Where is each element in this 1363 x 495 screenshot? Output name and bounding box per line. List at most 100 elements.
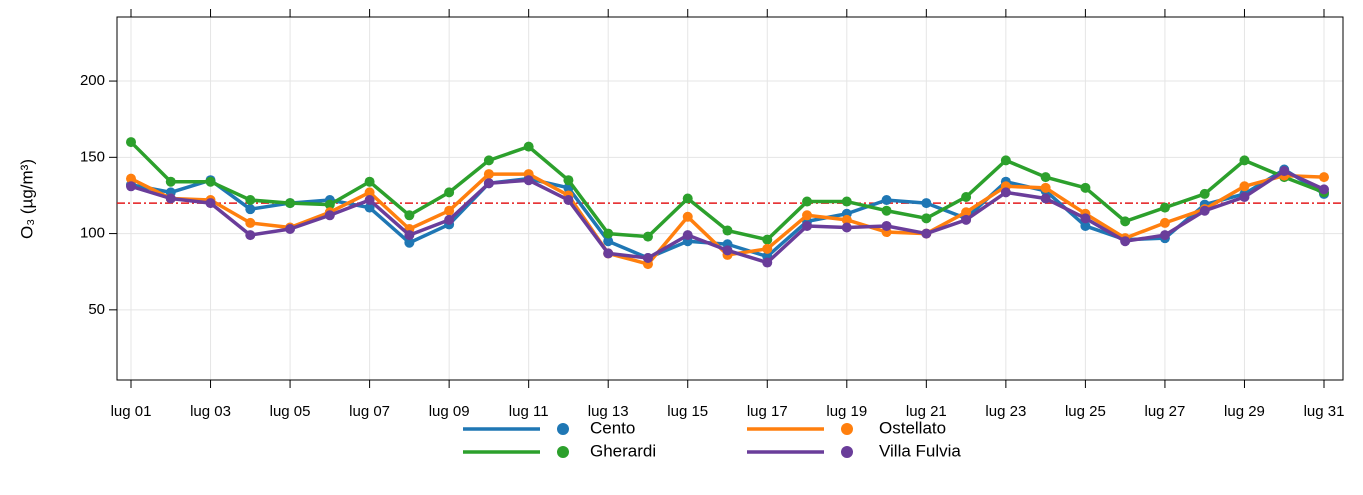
x-tick-label: lug 03 xyxy=(190,403,231,420)
data-point xyxy=(245,230,256,241)
x-tick-label: lug 25 xyxy=(1065,403,1106,420)
data-point xyxy=(762,234,773,245)
data-point xyxy=(682,193,693,204)
legend-marker xyxy=(841,446,853,458)
x-tick-label: lug 09 xyxy=(429,403,470,420)
data-point xyxy=(245,217,256,228)
data-point xyxy=(404,230,415,241)
data-point xyxy=(165,193,176,204)
data-point xyxy=(1199,205,1210,216)
data-point xyxy=(563,175,574,186)
data-point xyxy=(165,176,176,187)
plot-frame xyxy=(116,16,1344,381)
data-point xyxy=(682,230,693,241)
data-point xyxy=(444,214,455,225)
data-point xyxy=(881,195,892,206)
data-point xyxy=(722,225,733,236)
data-point xyxy=(841,214,852,225)
data-point xyxy=(364,187,375,198)
y-tick-label: 50 xyxy=(88,301,105,318)
data-point xyxy=(324,210,335,221)
legend-marker xyxy=(557,423,569,435)
x-tick-label: lug 15 xyxy=(667,403,708,420)
x-tick-label: lug 17 xyxy=(747,403,788,420)
data-point xyxy=(802,220,813,231)
series-line xyxy=(129,140,1325,242)
data-point xyxy=(563,195,574,206)
legend-marker xyxy=(841,423,853,435)
x-tick-label: lug 29 xyxy=(1224,403,1265,420)
data-point xyxy=(404,210,415,221)
data-point xyxy=(961,191,972,202)
data-point xyxy=(205,198,216,209)
legend-marker xyxy=(557,446,569,458)
y-tick-label: 150 xyxy=(80,148,105,165)
data-point xyxy=(921,198,932,209)
data-point xyxy=(364,202,375,213)
data-point xyxy=(841,222,852,233)
data-point xyxy=(881,220,892,231)
data-point xyxy=(1040,172,1051,183)
data-point xyxy=(682,211,693,222)
y-tick-label: 200 xyxy=(80,72,105,89)
data-point xyxy=(1120,216,1131,227)
data-point xyxy=(245,204,256,215)
data-point xyxy=(841,196,852,207)
data-point xyxy=(1040,182,1051,193)
data-point xyxy=(1080,213,1091,224)
data-point xyxy=(126,137,136,148)
data-point xyxy=(205,176,216,187)
data-point xyxy=(1159,202,1170,213)
x-tick-label: lug 13 xyxy=(588,403,629,420)
x-tick-label: lug 19 xyxy=(826,403,867,420)
legend-label: Gherardi xyxy=(590,441,656,460)
data-point xyxy=(1120,236,1131,247)
data-point xyxy=(921,228,932,239)
data-point xyxy=(642,252,653,263)
data-point xyxy=(603,236,614,247)
x-tick-label: lug 31 xyxy=(1304,403,1345,420)
data-point xyxy=(483,155,494,166)
data-point xyxy=(1279,166,1290,177)
data-point xyxy=(1319,172,1329,183)
data-point xyxy=(245,195,256,206)
data-point xyxy=(881,205,892,216)
data-point xyxy=(762,257,773,268)
legend-label: Villa Fulvia xyxy=(879,441,961,460)
legend-label: Cento xyxy=(590,418,635,437)
data-point xyxy=(802,210,813,221)
data-point xyxy=(364,195,375,206)
x-tick-label: lug 01 xyxy=(111,403,152,420)
data-point xyxy=(1080,220,1091,231)
data-point xyxy=(1319,184,1329,195)
data-point xyxy=(802,196,813,207)
data-point xyxy=(126,181,136,192)
data-point xyxy=(1159,217,1170,228)
data-point xyxy=(1159,230,1170,241)
data-point xyxy=(364,176,375,187)
x-tick-label: lug 23 xyxy=(985,403,1026,420)
data-point xyxy=(722,245,733,256)
data-point xyxy=(523,141,534,152)
data-point xyxy=(126,173,136,184)
x-tick-label: lug 27 xyxy=(1144,403,1185,420)
x-tick-label: lug 21 xyxy=(906,403,947,420)
data-point xyxy=(1199,188,1210,199)
data-point xyxy=(523,175,534,186)
data-point xyxy=(324,199,335,210)
data-point xyxy=(1239,155,1250,166)
data-point xyxy=(285,198,296,209)
data-point xyxy=(1239,191,1250,202)
data-point xyxy=(603,228,614,239)
x-tick-label: lug 05 xyxy=(270,403,311,420)
data-point xyxy=(483,169,494,180)
data-point xyxy=(404,237,415,248)
data-point xyxy=(285,224,296,235)
data-point xyxy=(1239,181,1250,192)
data-point xyxy=(483,178,494,189)
data-point xyxy=(762,243,773,254)
data-point xyxy=(1080,182,1091,193)
data-point xyxy=(921,213,932,224)
data-point xyxy=(603,248,614,259)
